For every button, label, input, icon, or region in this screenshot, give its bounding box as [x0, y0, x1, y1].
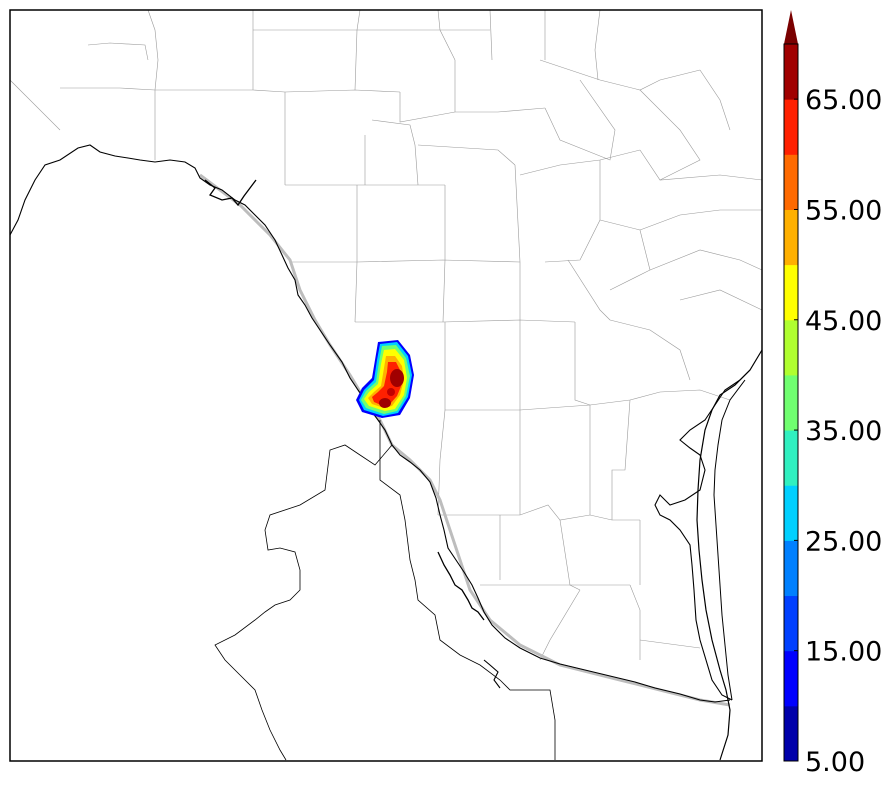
county-lines: [9, 9, 763, 661]
colorbar-segment: [784, 705, 798, 762]
colorbar-tick-label: 35.00: [805, 416, 882, 447]
map-panel: [9, 9, 763, 762]
colorbar-segment: [784, 485, 798, 541]
international-border: [9, 144, 731, 703]
colorbar-tick-label: 45.00: [805, 306, 882, 337]
mexico-state-boundary-1: [214, 444, 393, 761]
reservoir-amistad: [204, 179, 257, 207]
colorbar-segment: [784, 430, 798, 486]
colorbar-tick-label: 65.00: [805, 85, 882, 116]
colorbar-tick-label: 15.00: [805, 637, 882, 668]
colorbar-segment: [784, 319, 798, 376]
colorbar-outline: [783, 43, 799, 762]
colorbar: 5.00 15.00 25.00 35.00 45.00 55.00 65.00: [783, 10, 882, 778]
colorbar-segment: [784, 209, 798, 266]
cell-core-3: [387, 388, 395, 396]
map-frame: [9, 9, 763, 762]
cell-core-2: [379, 398, 391, 408]
colorbar-segment: [784, 595, 798, 652]
colorbar-extend-arrow: [784, 10, 798, 44]
colorbar-tick-label: 25.00: [805, 526, 882, 557]
colorbar-tick-label: 5.00: [805, 747, 865, 778]
reflectivity-cell: [356, 340, 414, 418]
mexico-state-boundary-2: [379, 420, 556, 760]
bay-shoreline: [654, 369, 751, 701]
barrier-island: [713, 379, 746, 701]
colorbar-segments: [784, 44, 798, 762]
colorbar-segment: [784, 154, 798, 210]
cell-core-1: [390, 369, 404, 387]
colorbar-segment: [784, 44, 798, 100]
colorbar-segment: [784, 540, 798, 597]
colorbar-segment: [784, 264, 798, 321]
colorbar-segment: [784, 99, 798, 155]
colorbar-segment: [784, 650, 798, 707]
colorbar-segment: [784, 374, 798, 431]
colorbar-ticks: 5.00 15.00 25.00 35.00 45.00 55.00 65.00: [794, 85, 882, 778]
river-lower: [483, 659, 501, 689]
colorbar-tick-label: 55.00: [805, 195, 882, 226]
reservoir-falcon: [437, 551, 485, 621]
